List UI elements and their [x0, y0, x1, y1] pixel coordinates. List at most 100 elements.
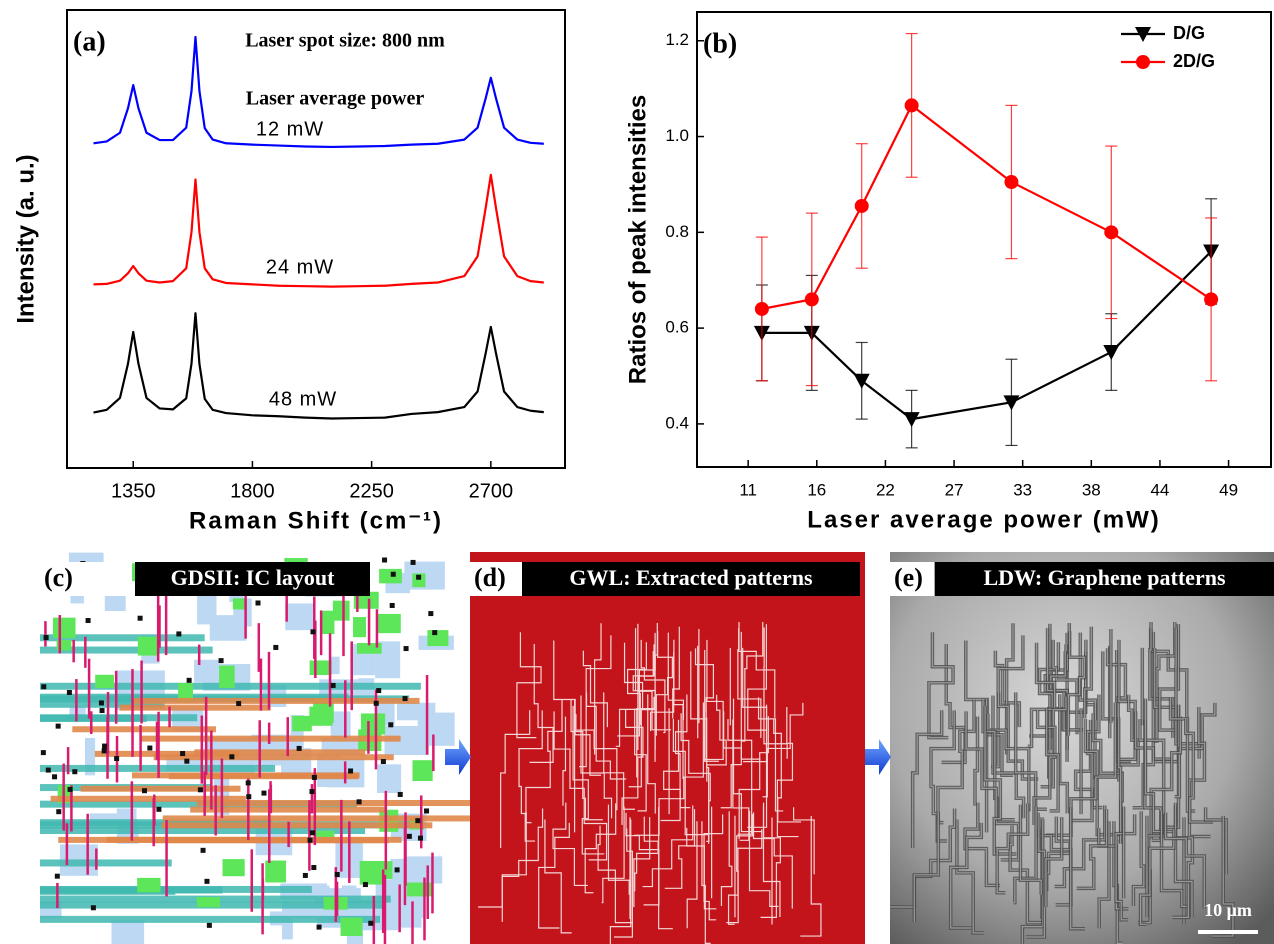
series-line — [93, 173, 544, 288]
series-label: 12 mW — [256, 118, 324, 140]
layout-block — [70, 593, 84, 604]
pattern-trace — [614, 828, 633, 938]
graphene-trace-core — [956, 819, 984, 934]
layout-contact — [204, 878, 210, 884]
layout-diffusion — [427, 630, 449, 647]
marker — [904, 98, 919, 113]
graphene-trace-core — [1188, 706, 1211, 838]
legend-label: D/G — [1173, 23, 1205, 43]
graphene-trace-core — [1052, 639, 1078, 734]
graphene-trace-core — [1072, 694, 1100, 822]
layout-contact — [417, 835, 423, 841]
pattern-trace — [658, 806, 673, 930]
series-line — [93, 35, 544, 149]
layout-contact — [415, 818, 421, 824]
graphene-trace-core — [1046, 708, 1059, 812]
panel-label-box — [470, 562, 522, 596]
pattern-trace — [500, 710, 531, 848]
graphene-trace-core — [994, 650, 1020, 728]
pattern-trace — [757, 697, 784, 812]
x-tick-label: 2250 — [349, 480, 394, 502]
x-tick-label: 16 — [807, 480, 826, 499]
layout-contact — [310, 629, 316, 635]
layout-metal — [40, 715, 147, 723]
graphene-trace-core — [1212, 816, 1234, 937]
layout-contact — [114, 756, 120, 762]
layout-diffusion — [340, 917, 363, 937]
layout-block — [111, 920, 145, 944]
pattern-trace — [634, 816, 659, 892]
layout-contact — [273, 644, 279, 650]
pattern-trace — [706, 694, 727, 782]
pattern-trace — [720, 811, 733, 906]
graphene-trace-core — [1174, 805, 1193, 917]
x-tick-label: 33 — [1013, 480, 1032, 499]
layout-diffusion — [376, 613, 401, 634]
marker — [854, 198, 869, 213]
layout-contact — [376, 688, 382, 694]
layout-diffusion — [357, 643, 382, 654]
pattern-trace — [703, 649, 719, 762]
pattern-trace — [703, 814, 724, 921]
pattern-trace — [752, 812, 793, 909]
x-tick-label: 38 — [1082, 480, 1101, 499]
panel-label-box — [40, 562, 132, 596]
pattern-trace — [584, 803, 617, 894]
layout-diffusion — [52, 617, 76, 639]
layout-contact — [261, 790, 267, 796]
y-tick-label: 0.8 — [665, 222, 689, 241]
layout-contact — [402, 696, 408, 702]
layout-block — [84, 737, 96, 776]
graphene-trace-core — [997, 692, 1039, 780]
pattern-trace — [720, 711, 742, 809]
layout-contact — [380, 759, 386, 765]
pattern-trace — [501, 811, 527, 922]
panel-label: (e) — [894, 563, 923, 592]
layout-contact — [311, 774, 317, 780]
layout-contact — [390, 571, 396, 577]
marker — [1204, 292, 1219, 307]
layout-block — [285, 603, 316, 631]
pattern-trace — [672, 626, 680, 719]
layout-block — [377, 764, 402, 793]
pattern-trace — [747, 624, 767, 731]
pattern-trace — [762, 805, 781, 917]
layout-block — [89, 813, 136, 825]
panel-title: GWL: Extracted patterns — [569, 565, 813, 590]
graphene-trace-core — [1132, 811, 1145, 906]
pattern-trace — [628, 696, 655, 788]
graphene-trace-core — [1084, 626, 1092, 719]
layout-metal — [40, 827, 366, 835]
layout-contact — [218, 658, 224, 664]
layout-poly — [50, 795, 246, 802]
layout-diffusion — [137, 636, 159, 656]
layout-diffusion — [353, 617, 366, 638]
pattern-trace — [582, 650, 608, 728]
layout-contact — [90, 905, 96, 911]
layout-contact — [200, 847, 206, 853]
layout-contact — [397, 791, 403, 797]
layout-diffusion — [196, 897, 221, 908]
layout-diffusion — [265, 860, 287, 883]
panel-images: (c) GDSII: IC layout (d) GWL: Extracted pat… — [40, 552, 1274, 944]
graphene-trace-core — [1144, 698, 1174, 833]
marker — [754, 301, 769, 316]
layout-diffusion — [406, 882, 433, 897]
annotation: Laser spot size: 800 nm — [245, 30, 445, 52]
graphene-trace-core — [1185, 718, 1214, 823]
layout-contact — [246, 794, 252, 800]
pattern-trace — [552, 802, 588, 887]
x-tick-label: 1800 — [230, 480, 275, 502]
y-tick-label: 0.4 — [665, 413, 689, 432]
layout-contact — [45, 767, 51, 773]
pattern-trace — [727, 829, 763, 925]
layout-poly — [131, 697, 420, 704]
layout-contact — [99, 708, 105, 714]
graphene-trace-core — [996, 803, 1029, 894]
pattern-trace — [800, 816, 822, 937]
layout-contact — [85, 618, 91, 624]
layout-poly — [194, 749, 366, 756]
graphene-trace-core — [1067, 631, 1085, 736]
pattern-trace — [518, 710, 543, 842]
x-tick-label: 1350 — [111, 480, 156, 502]
